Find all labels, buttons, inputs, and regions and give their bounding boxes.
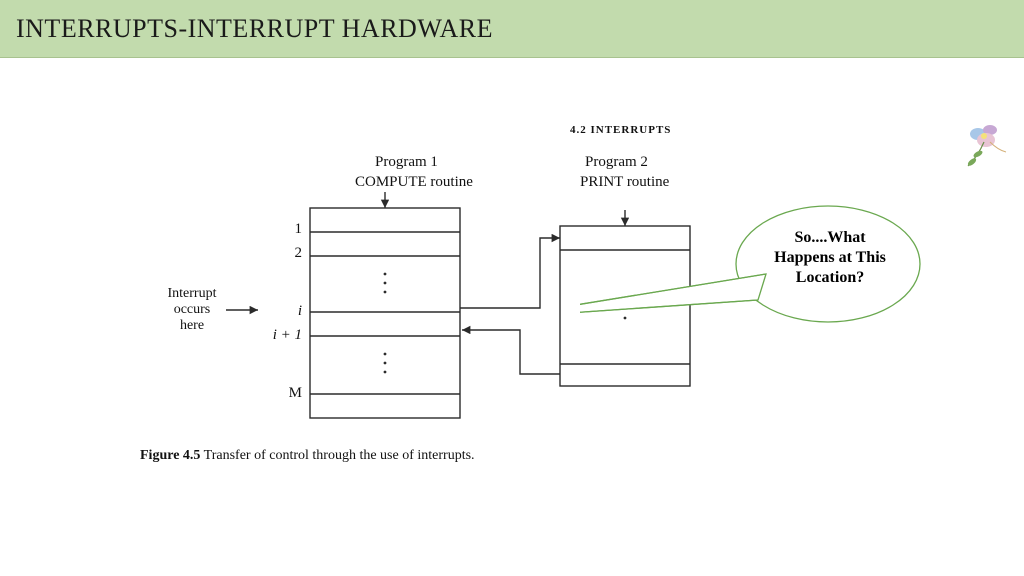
figure-number: Figure 4.5 [140, 448, 200, 463]
slide-header: INTERRUPTS-INTERRUPT HARDWARE [0, 0, 1024, 58]
figure-caption: Figure 4.5 Transfer of control through t… [140, 448, 475, 464]
section-number: 4.2 INTERRUPTS [570, 124, 671, 136]
figure-caption-text: Transfer of control through the use of i… [200, 448, 474, 463]
slide-title: INTERRUPTS-INTERRUPT HARDWARE [16, 14, 493, 44]
content-area: 4.2 INTERRUPTS Program 1 COMPUTE routine… [0, 58, 1024, 576]
flower-icon [948, 116, 1020, 172]
callout-text: So....What Happens at This Location? [770, 228, 890, 288]
callout-svg [580, 188, 1000, 408]
